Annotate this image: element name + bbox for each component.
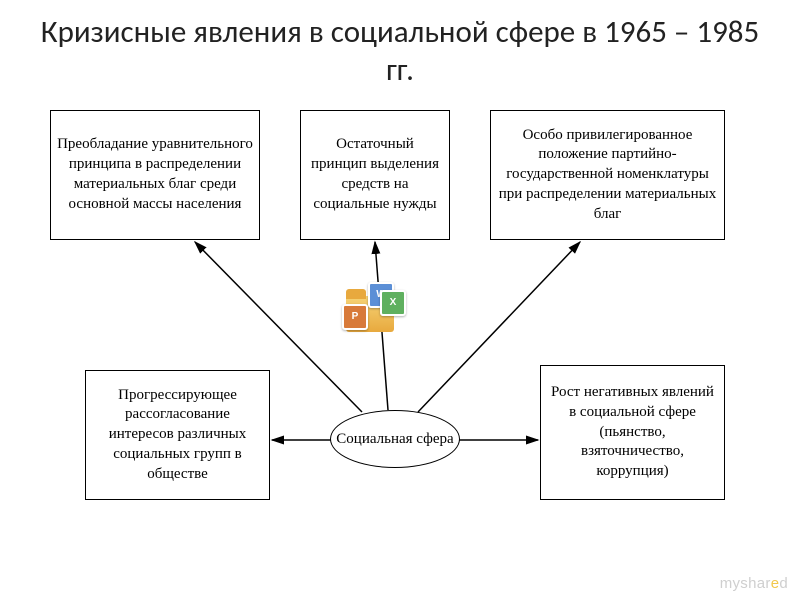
node-n5: Рост негативных явлений в социальной сфе… — [540, 365, 725, 500]
diagram-canvas: Преобладание уравнительного принципа в р… — [40, 110, 760, 570]
watermark: myshared — [720, 575, 788, 592]
node-label: Остаточный принцип выделения средств на … — [307, 135, 443, 214]
node-label: Рост негативных явлений в социальной сфе… — [547, 383, 718, 482]
node-n2: Остаточный принцип выделения средств на … — [300, 110, 450, 240]
page-title: Кризисные явления в социальной сфере в 1… — [0, 0, 800, 98]
center-label: Социальная сфера — [336, 430, 453, 448]
office-folder-icon: W X P — [340, 280, 410, 340]
node-n4: Прогрессирующее рассогласование интересо… — [85, 370, 270, 500]
watermark-pre: myshar — [720, 575, 771, 592]
node-n3: Особо привилегированное положение партий… — [490, 110, 725, 240]
node-label: Прогрессирующее рассогласование интересо… — [92, 386, 263, 485]
node-n1: Преобладание уравнительного принципа в р… — [50, 110, 260, 240]
node-label: Преобладание уравнительного принципа в р… — [57, 135, 253, 214]
node-label: Особо привилегированное положение партий… — [497, 126, 718, 225]
watermark-post: d — [779, 575, 788, 592]
center-node: Социальная сфера — [330, 410, 460, 468]
